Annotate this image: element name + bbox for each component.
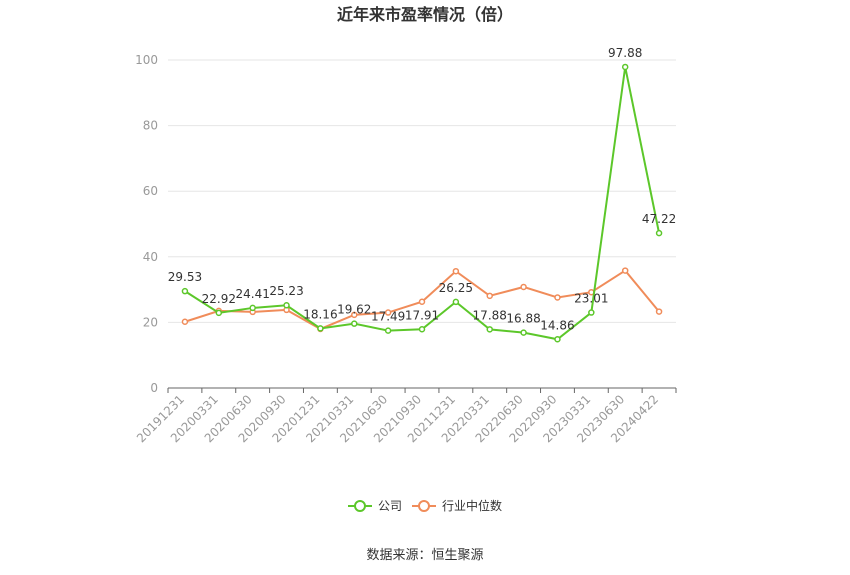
data-point bbox=[384, 309, 392, 316]
data-point bbox=[486, 292, 493, 300]
data-label: 17.91 bbox=[405, 308, 439, 322]
data-label: 26.25 bbox=[439, 281, 473, 295]
data-point bbox=[486, 326, 493, 333]
legend-company-marker bbox=[354, 500, 366, 512]
data-label: 29.53 bbox=[168, 270, 202, 284]
data-label: 19.62 bbox=[337, 303, 371, 317]
data-point bbox=[418, 326, 426, 333]
legend-industry-marker bbox=[418, 500, 430, 512]
y-tick-label: 20 bbox=[143, 315, 158, 329]
data-point bbox=[621, 63, 629, 71]
data-label: 97.88 bbox=[608, 46, 642, 60]
y-tick-label: 100 bbox=[135, 53, 158, 67]
data-label: 16.88 bbox=[506, 312, 540, 326]
data-point bbox=[554, 294, 561, 301]
data-label: 25.23 bbox=[269, 284, 303, 298]
data-point bbox=[520, 283, 527, 291]
y-tick-label: 80 bbox=[143, 119, 158, 133]
data-point bbox=[317, 325, 324, 332]
data-point bbox=[351, 320, 358, 327]
chart-title: 近年来市盈率情况（倍） bbox=[337, 5, 513, 24]
legend-item-company[interactable]: 公司 bbox=[348, 499, 402, 513]
data-label: 23.01 bbox=[574, 292, 608, 306]
legend-industry-label: 行业中位数 bbox=[442, 498, 502, 513]
data-point bbox=[418, 298, 426, 305]
data-point bbox=[554, 336, 561, 343]
y-tick-label: 60 bbox=[143, 184, 158, 198]
data-point bbox=[452, 267, 460, 275]
y-tick-label: 0 bbox=[150, 381, 158, 395]
data-point bbox=[249, 304, 256, 312]
data-point bbox=[181, 318, 189, 325]
series-lines bbox=[181, 63, 663, 343]
data-label: 17.49 bbox=[371, 310, 405, 324]
legend-item-industry[interactable]: 行业中位数 bbox=[412, 498, 502, 513]
data-point bbox=[351, 311, 358, 319]
data-point bbox=[655, 308, 663, 315]
data-point bbox=[181, 287, 189, 295]
data-point bbox=[588, 309, 595, 316]
data-source: 数据来源：恒生聚源 bbox=[366, 548, 483, 563]
data-point bbox=[520, 329, 527, 336]
data-label: 22.92 bbox=[202, 292, 236, 306]
data-point bbox=[283, 301, 290, 309]
x-axis-ticks: 2019123120200331202006302020093020201231… bbox=[134, 388, 677, 445]
grid-lines bbox=[168, 59, 676, 323]
y-axis-ticks: 0 20 40 60 80 100 bbox=[135, 53, 158, 395]
y-tick-label: 40 bbox=[143, 250, 158, 264]
data-point bbox=[621, 267, 629, 274]
data-label: 24.41 bbox=[235, 287, 269, 301]
data-label: 14.86 bbox=[540, 318, 574, 332]
legend-company-label: 公司 bbox=[378, 499, 402, 513]
legend: 公司 行业中位数 bbox=[348, 498, 502, 513]
data-point bbox=[215, 309, 223, 317]
data-label: 47.22 bbox=[642, 212, 676, 226]
data-label: 17.88 bbox=[473, 308, 507, 322]
data-point bbox=[384, 327, 392, 334]
data-point bbox=[452, 298, 460, 306]
data-point bbox=[655, 229, 663, 237]
data-label: 18.16 bbox=[303, 307, 337, 321]
